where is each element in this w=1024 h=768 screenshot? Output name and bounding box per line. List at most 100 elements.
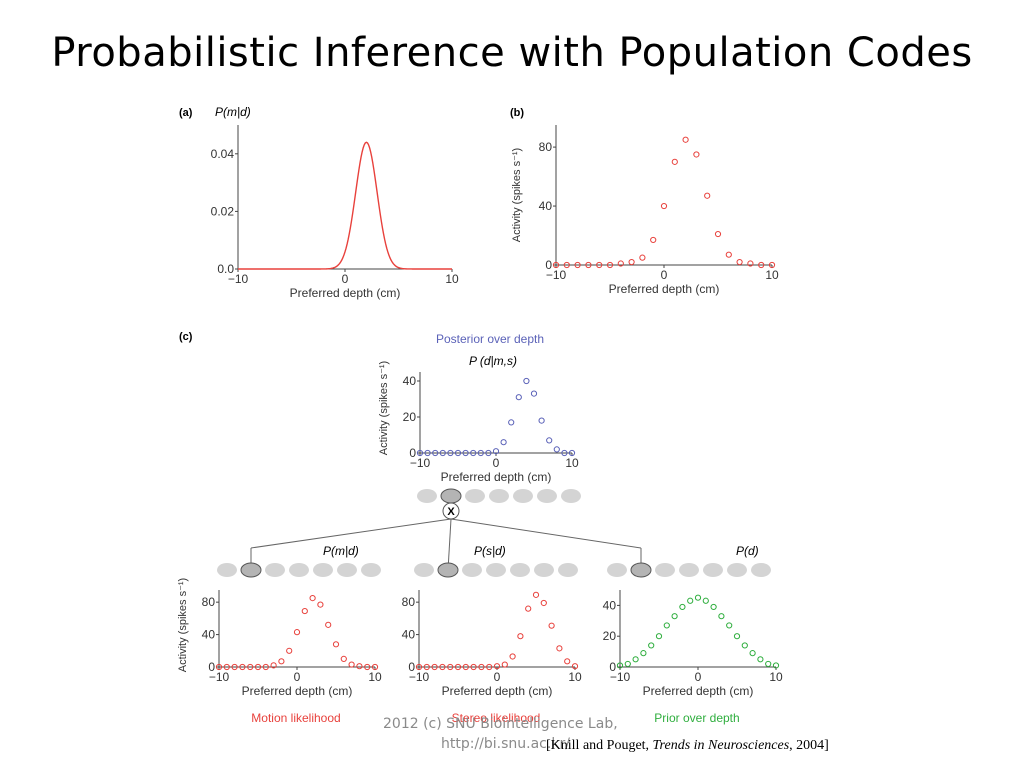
y-tick-label: 0 [545,258,552,272]
pm-label: P(m|d) [323,544,359,558]
footer-line-2: http://bi.snu.ac.kr/ [441,736,570,752]
data-point [768,261,776,269]
x-tick-label: 0 [294,670,301,684]
data-point [215,663,223,671]
posterior-caption: Posterior over depth [436,332,544,346]
x-axis-label: Preferred depth (cm) [242,684,353,698]
neuron-active [630,562,652,578]
data-point [596,261,603,269]
neuron [513,489,533,503]
data-point [574,261,581,269]
y-tick-label: 80 [202,595,216,609]
neuron [414,563,434,577]
y-tick-label: 0 [609,660,616,674]
x-tick-label: −10 [409,670,430,684]
data-point [736,258,743,266]
data-point [548,622,555,629]
data-point [749,650,756,657]
motion-caption: Motion likelihood [251,711,340,725]
data-point [628,258,635,266]
data-point [552,261,560,269]
neuron [337,563,357,577]
data-point [640,650,647,657]
y-tick-label: 0.04 [211,147,235,161]
data-point [546,437,553,444]
neuron [361,563,381,577]
x-tick-label: 0 [493,456,500,470]
data-point [733,633,741,640]
data-point [639,254,646,261]
neuron [489,489,509,503]
connection-mid [447,518,452,571]
data-point [356,663,363,670]
data-point [254,663,262,671]
data-point [606,261,614,269]
x-tick-label: −10 [546,268,567,282]
panel-a-label: (a) [179,107,193,119]
panel-c: (c) Posterior over depth P (d|m,s) X [179,331,771,725]
y-tick-label: 0 [408,660,415,674]
citation: [Knill and Pouget, Trends in Neuroscienc… [546,738,829,754]
neuron-row-posterior [417,488,581,504]
data-point [757,656,764,663]
data-point [718,613,725,620]
data-point [432,449,439,457]
data-point [247,663,254,671]
neuron [313,563,333,577]
data-point [231,663,238,671]
data-point [462,663,469,671]
data-point [439,663,446,671]
data-point [286,647,293,654]
citation-suffix: , 2004] [789,738,829,753]
data-point [462,449,469,457]
data-point [679,603,686,611]
data-point [671,613,678,620]
neuron [465,489,485,503]
neuron-active [240,562,262,578]
y-tick-label: 20 [403,410,417,424]
neuron [534,563,554,577]
data-point [493,663,501,670]
y-axis-label: Activity (spikes s⁻¹) [378,361,390,455]
data-point [447,663,454,671]
data-point [616,662,624,669]
neuron-row-motion [217,562,381,578]
data-point [650,236,657,244]
data-point [532,591,540,598]
neuron [265,563,285,577]
x-axis-label: Preferred depth (cm) [643,684,754,698]
data-point [765,660,772,668]
neuron [289,563,309,577]
footer-copyright: 2012 (c) SNU Biointelligence Lab, http:/… [383,714,663,754]
data-point [478,663,485,671]
data-point [772,662,780,669]
data-point [325,621,332,628]
data-point [278,658,285,665]
data-point [694,594,702,601]
data-point [424,449,431,457]
y-tick-label: 80 [539,140,553,154]
data-point [485,449,492,457]
multiply-node [442,502,460,520]
x-tick-label: 10 [565,456,579,470]
neuron [537,489,557,503]
data-point [682,136,689,143]
data-point [239,663,246,671]
data-point [501,661,508,668]
neuron [655,563,675,577]
y-tick-label: 0.0 [217,262,234,276]
x-axis-label: Preferred depth (cm) [441,470,552,484]
citation-journal: Trends in Neurosciences [652,738,790,753]
neuron [751,563,771,577]
data-point [585,261,592,269]
data-point [687,597,694,604]
data-point [663,622,670,629]
neuron-row-prior [607,562,771,578]
y-tick-label: 40 [539,199,553,213]
footer-line-1: 2012 (c) SNU Biointelligence Lab, [383,716,618,732]
